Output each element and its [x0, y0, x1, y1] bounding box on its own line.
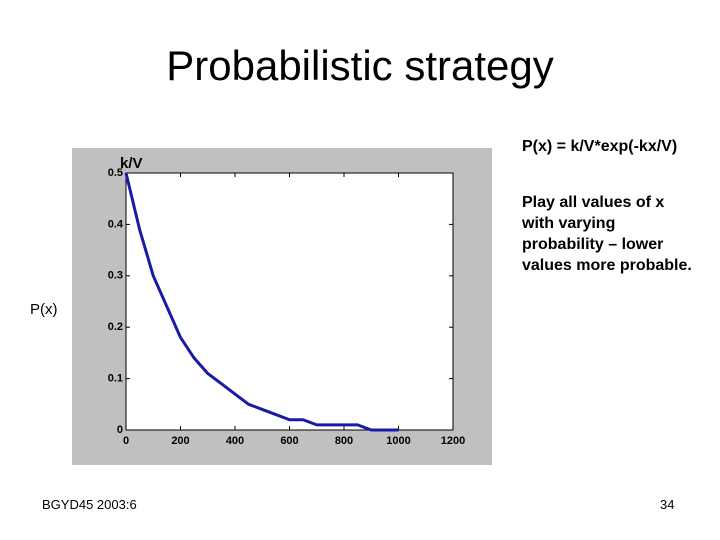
- note: P(x) = k/V*exp(-kx/V): [522, 138, 678, 155]
- x-tick-label: 1200: [441, 435, 465, 447]
- y-tick-label: 0.4: [108, 218, 124, 230]
- y-axis-label: P(x): [30, 301, 58, 318]
- x-tick-label: 1000: [386, 435, 410, 447]
- x-tick-label: 0: [123, 435, 129, 447]
- x-tick-label: 600: [280, 435, 298, 447]
- y-tick-label: 0.2: [108, 321, 123, 333]
- x-tick-label: 200: [171, 435, 189, 447]
- plot-area: [125, 172, 454, 431]
- note: Play all values of x with varying probab…: [522, 194, 692, 274]
- footer-right: 34: [660, 497, 675, 512]
- y-tick-label: 0.3: [108, 270, 123, 282]
- y-tick-label: 0.5: [108, 167, 123, 179]
- x-tick-label: 400: [226, 435, 244, 447]
- slide-title: Probabilistic strategy: [166, 42, 554, 89]
- annotation: k/V: [120, 155, 143, 172]
- y-tick-label: 0.1: [108, 373, 123, 385]
- x-tick-label: 800: [335, 435, 353, 447]
- y-tick-label: 0: [117, 424, 123, 436]
- line-series: [124, 172, 399, 432]
- footer-left: BGYD45 2003:6: [42, 497, 137, 512]
